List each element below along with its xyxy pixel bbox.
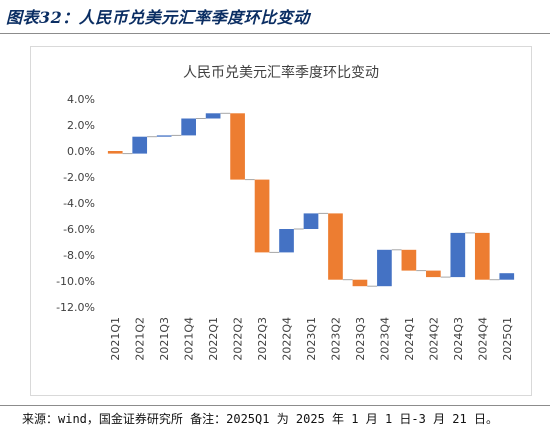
y-tick-label: -12.0% (56, 301, 95, 314)
y-tick-label: 0.0% (67, 145, 95, 158)
waterfall-bar (328, 213, 343, 280)
x-tick-label: 2024Q4 (476, 317, 489, 361)
y-tick-label: -8.0% (63, 249, 95, 262)
x-tick-label: 2023Q3 (354, 317, 367, 361)
waterfall-bar (279, 229, 294, 253)
y-tick-label: -2.0% (63, 171, 95, 184)
x-tick-label: 2022Q4 (281, 317, 294, 361)
y-tick-label: -6.0% (63, 223, 95, 236)
x-tick-label: 2022Q1 (207, 317, 220, 361)
waterfall-bar (181, 118, 196, 136)
waterfall-bar (156, 135, 172, 137)
x-tick-label: 2024Q2 (427, 317, 440, 361)
figure-title: 图表32：人民币兑美元汇率季度环比变动 (6, 8, 310, 27)
x-tick-label: 2023Q2 (329, 317, 342, 361)
x-tick-label: 2023Q1 (305, 317, 318, 361)
waterfall-bar (450, 232, 466, 278)
x-tick-label: 2022Q2 (232, 317, 245, 361)
waterfall-bar (254, 179, 270, 253)
waterfall-bar (401, 249, 417, 271)
x-tick-label: 2024Q1 (403, 317, 416, 361)
x-tick-label: 2021Q2 (134, 317, 147, 361)
x-tick-label: 2023Q4 (378, 317, 391, 361)
waterfall-bar (426, 270, 441, 278)
y-tick-label: -10.0% (56, 275, 95, 288)
waterfall-bar (205, 113, 221, 119)
waterfall-bar (230, 113, 245, 180)
y-tick-label: 2.0% (67, 119, 95, 132)
waterfall-bar (377, 249, 392, 287)
chart-panel: 人民币兑美元汇率季度环比变动 4.0% 2.0% 0.0% -2.0% -4.0% -6.… (30, 46, 532, 396)
x-tick-label: 2021Q4 (183, 317, 196, 361)
waterfall-bar (107, 151, 123, 154)
x-tick-label: 2021Q3 (158, 317, 171, 361)
footer-divider (0, 405, 550, 406)
waterfall-bar (499, 273, 515, 280)
x-tick-label: 2024Q3 (452, 317, 465, 361)
waterfall-chart: 人民币兑美元汇率季度环比变动 4.0% 2.0% 0.0% -2.0% -4.0% -6.… (56, 64, 515, 361)
waterfall-bar (132, 136, 148, 154)
waterfall-bar (352, 279, 368, 287)
waterfall-bar (474, 232, 490, 280)
x-tick-label: 2021Q1 (109, 317, 122, 361)
x-tick-label: 2025Q1 (501, 317, 514, 361)
y-tick-label: 4.0% (67, 93, 95, 106)
y-tick-label: -4.0% (63, 197, 95, 210)
waterfall-bar (303, 213, 319, 229)
title-divider (0, 33, 550, 34)
x-tick-label: 2022Q3 (256, 317, 269, 361)
source-note: 来源：wind，国金证券研究所 备注：2025Q1 为 2025 年 1 月 1… (22, 412, 498, 426)
chart-title: 人民币兑美元汇率季度环比变动 (183, 64, 379, 81)
